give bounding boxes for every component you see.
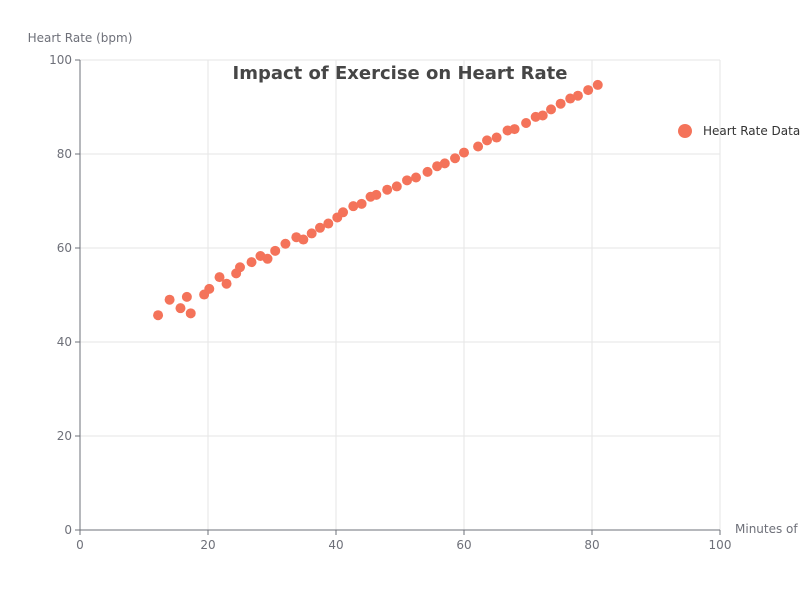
legend-label: Heart Rate Data (703, 124, 800, 138)
data-point[interactable] (214, 272, 225, 283)
data-point[interactable] (315, 222, 325, 233)
data-point[interactable] (537, 110, 548, 121)
data-point[interactable] (572, 90, 583, 101)
y-axis-title: Heart Rate (bpm) (28, 31, 133, 45)
data-point[interactable] (382, 184, 393, 195)
data-point[interactable] (402, 175, 413, 186)
grid (80, 59, 721, 530)
data-point[interactable] (491, 132, 502, 143)
data-point[interactable] (298, 234, 309, 245)
legend[interactable]: Heart Rate Data (678, 124, 800, 138)
legend-marker (678, 124, 692, 138)
data-point[interactable] (473, 141, 484, 152)
chart-title: Impact of Exercise on Heart Rate (233, 63, 568, 84)
y-tick-label: 60 (57, 241, 72, 255)
axes: 0 20 40 60 80 100 0 20 40 60 80 100 (49, 53, 731, 552)
data-point[interactable] (181, 291, 192, 302)
data-point[interactable] (422, 166, 433, 177)
data-point[interactable] (323, 218, 334, 229)
data-point[interactable] (185, 308, 196, 319)
data-point[interactable] (592, 79, 603, 90)
x-tick-label: 20 (200, 538, 215, 552)
data-point[interactable] (153, 310, 164, 321)
y-tick-label: 80 (57, 147, 72, 161)
x-tick-label: 80 (584, 538, 599, 552)
data-point[interactable] (391, 181, 402, 192)
data-point[interactable] (411, 172, 421, 183)
data-point[interactable] (175, 303, 186, 314)
x-axis-title: Minutes of (735, 522, 798, 536)
data-point[interactable] (348, 201, 359, 212)
data-point[interactable] (565, 93, 576, 104)
data-point[interactable] (482, 135, 493, 146)
data-point[interactable] (509, 124, 520, 135)
data-point[interactable] (356, 198, 367, 209)
data-point[interactable] (432, 161, 443, 172)
data-point[interactable] (262, 253, 273, 264)
x-tick-label: 0 (76, 538, 84, 552)
data-point[interactable] (221, 278, 232, 289)
data-point[interactable] (235, 262, 245, 273)
data-point[interactable] (555, 98, 566, 109)
data-points (153, 79, 603, 321)
x-tick-label: 60 (456, 538, 471, 552)
x-tick-label: 100 (709, 538, 732, 552)
data-point[interactable] (164, 294, 175, 305)
y-tick-label: 0 (64, 523, 72, 537)
y-tick-label: 40 (57, 335, 72, 349)
data-point[interactable] (338, 207, 349, 218)
data-point[interactable] (439, 158, 450, 169)
data-point[interactable] (306, 228, 317, 239)
data-point[interactable] (546, 104, 557, 115)
data-point[interactable] (280, 238, 291, 249)
y-tick-label: 20 (57, 429, 72, 443)
data-point[interactable] (583, 85, 594, 96)
x-tick-label: 40 (328, 538, 343, 552)
data-point[interactable] (371, 189, 382, 200)
data-point[interactable] (450, 153, 461, 164)
data-point[interactable] (246, 257, 257, 268)
data-point[interactable] (459, 147, 469, 158)
y-tick-label: 100 (49, 53, 72, 67)
data-point[interactable] (204, 283, 215, 294)
data-point[interactable] (270, 245, 281, 256)
data-point[interactable] (521, 117, 532, 128)
